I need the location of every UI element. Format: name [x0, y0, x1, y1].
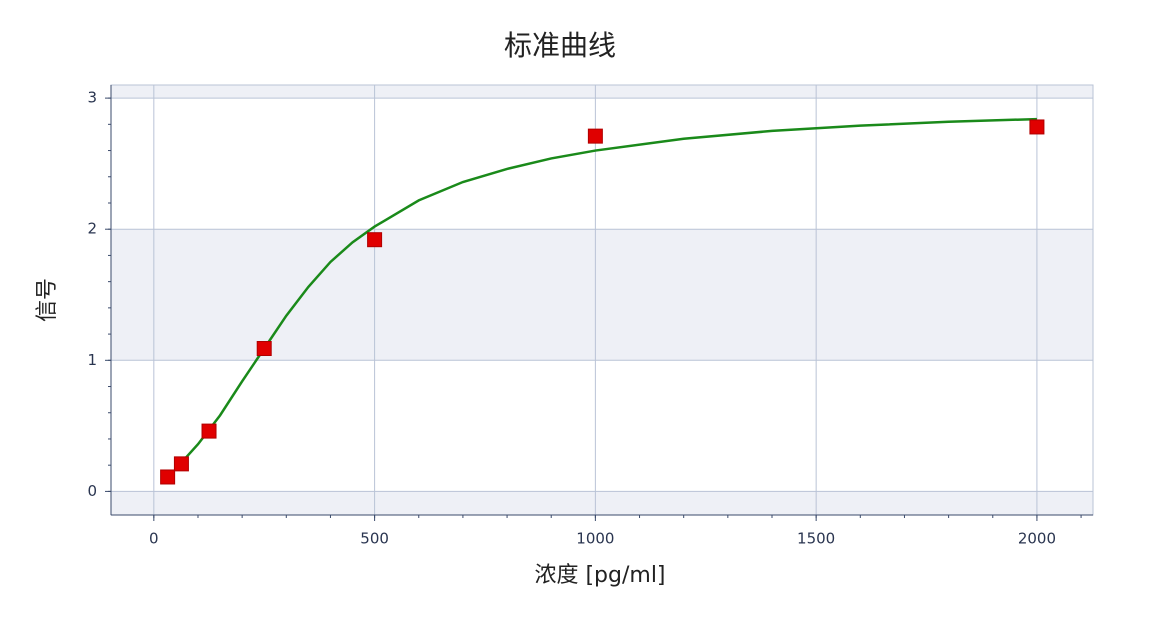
x-tick-label: 1500 [797, 530, 835, 548]
data-point [367, 232, 383, 248]
grid-band [111, 491, 1093, 515]
data-point [256, 341, 272, 357]
y-tick-label: 1 [87, 351, 97, 369]
data-point [173, 456, 189, 472]
y-tick-label: 3 [87, 89, 97, 107]
fit-curve [180, 117, 1037, 464]
chart-title: 标准曲线 [504, 29, 616, 62]
x-tick-label: 500 [360, 530, 389, 548]
data-point [201, 423, 217, 439]
grid-band [111, 85, 1093, 99]
data-point [587, 128, 603, 144]
grid-band [111, 229, 1093, 361]
x-tick-label: 2000 [1018, 530, 1056, 548]
data-point [160, 469, 176, 485]
x-axis-label: 浓度 [pg/ml] [534, 563, 665, 588]
x-tick-label: 0 [149, 530, 159, 548]
x-tick-label: 1000 [576, 530, 614, 548]
y-tick-label: 0 [87, 482, 97, 500]
y-axis-label: 信号 [35, 278, 60, 322]
y-tick-label: 2 [87, 220, 97, 238]
data-point [1029, 119, 1045, 135]
